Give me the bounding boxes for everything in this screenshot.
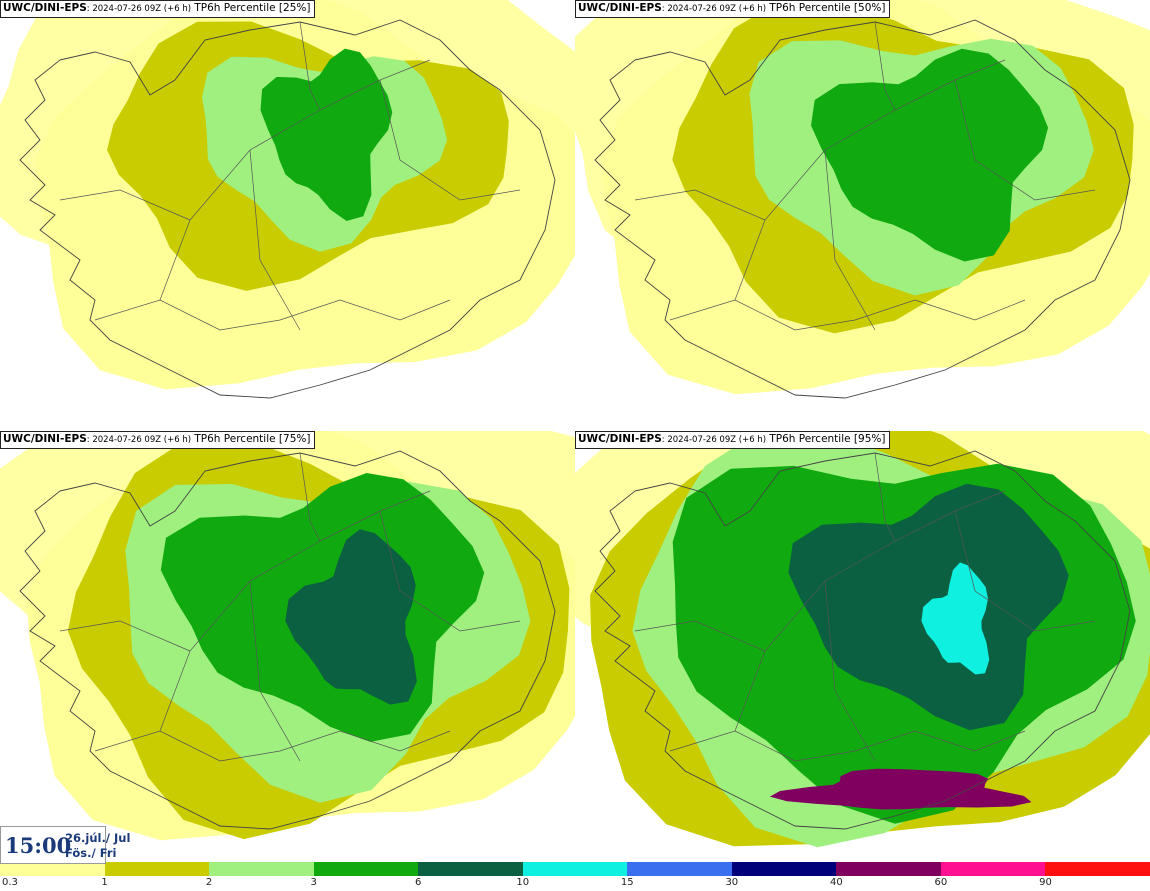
precip-contour [921, 562, 990, 675]
field-name: TP6h Percentile [75%] [191, 433, 311, 445]
road-line [299, 452, 321, 542]
run-info: : 2024-07-26 09Z (+6 h) [86, 435, 192, 445]
valid-date: 26.júl./ Jul [65, 831, 131, 845]
map-panel-p25: UWC/DINI-EPS: 2024-07-26 09Z (+6 h) TP6h… [0, 0, 575, 431]
color-legend-bar [0, 862, 1150, 876]
legend-swatch [209, 862, 314, 876]
valid-time-box: 15:00 26.júl./ Jul Fös./ Fri [0, 826, 130, 864]
legend-swatch [522, 862, 628, 876]
map-panel-p95: UWC/DINI-EPS: 2024-07-26 09Z (+6 h) TP6h… [575, 431, 1150, 862]
model-name: UWC/DINI-EPS [3, 433, 87, 445]
road-line [379, 510, 521, 632]
precip-map-p50 [575, 0, 1150, 399]
legend-swatch [836, 862, 941, 876]
legend-swatch [418, 862, 523, 876]
coastline [594, 19, 1131, 399]
road-line [734, 59, 1006, 301]
legend-swatch [104, 862, 210, 876]
coastline [594, 450, 1131, 830]
precip-contour [769, 768, 1032, 810]
road-line [954, 79, 1096, 201]
model-name: UWC/DINI-EPS [3, 2, 87, 14]
road-line [249, 580, 301, 762]
road-line [954, 510, 1096, 632]
precip-map-p25 [0, 0, 575, 399]
road-line [299, 21, 321, 111]
model-name: UWC/DINI-EPS [578, 2, 662, 14]
legend-swatch [940, 862, 1046, 876]
legend-swatch [1045, 862, 1150, 876]
legend-label: 0.3 [2, 877, 18, 888]
map-panel-p75: UWC/DINI-EPS: 2024-07-26 09Z (+6 h) TP6h… [0, 431, 575, 862]
road-line [159, 59, 431, 301]
legend-label: 10 [516, 877, 530, 888]
legend-label: 30 [725, 877, 739, 888]
color-legend-labels: 0.3 1 2 3 6 10 15 30 40 60 90 [0, 877, 1150, 891]
road-line [634, 620, 766, 652]
road-line [634, 189, 766, 221]
model-name: UWC/DINI-EPS [578, 433, 662, 445]
legend-label: 2 [205, 877, 213, 888]
road-line [59, 620, 191, 652]
legend-label: 15 [620, 877, 634, 888]
legend-swatch [313, 862, 419, 876]
precip-contour [260, 48, 393, 221]
panel-title: UWC/DINI-EPS: 2024-07-26 09Z (+6 h) TP6h… [0, 0, 316, 18]
road-line [249, 149, 301, 331]
road-line [379, 79, 521, 201]
precip-map-p75 [0, 431, 575, 841]
valid-day: Fös./ Fri [65, 846, 117, 860]
legend-label: 1 [101, 877, 108, 888]
field-name: TP6h Percentile [50%] [766, 2, 886, 14]
panel-title: UWC/DINI-EPS: 2024-07-26 09Z (+6 h) TP6h… [575, 0, 891, 18]
legend-label: 60 [934, 877, 948, 888]
panel-title: UWC/DINI-EPS: 2024-07-26 09Z (+6 h) TP6h… [575, 431, 891, 449]
legend-label: 90 [1039, 877, 1052, 888]
run-info: : 2024-07-26 09Z (+6 h) [661, 435, 767, 445]
panel-title: UWC/DINI-EPS: 2024-07-26 09Z (+6 h) TP6h… [0, 431, 316, 449]
road-line [874, 21, 896, 111]
road-line [874, 452, 896, 542]
legend-swatch [0, 862, 105, 876]
precip-map-p95 [575, 431, 1150, 848]
legend-swatch [627, 862, 732, 876]
legend-swatch [731, 862, 837, 876]
field-name: TP6h Percentile [25%] [191, 2, 311, 14]
field-name: TP6h Percentile [95%] [766, 433, 886, 445]
precip-contour [811, 48, 1049, 262]
run-info: : 2024-07-26 09Z (+6 h) [661, 4, 767, 14]
legend-label: 40 [829, 877, 843, 888]
road-line [824, 149, 876, 331]
coastline [19, 19, 556, 399]
road-line [159, 490, 431, 732]
map-panel-p50: UWC/DINI-EPS: 2024-07-26 09Z (+6 h) TP6h… [575, 0, 1150, 431]
run-info: : 2024-07-26 09Z (+6 h) [86, 4, 192, 14]
legend-label: 3 [310, 877, 317, 888]
legend-label: 6 [414, 877, 422, 888]
road-line [59, 189, 191, 221]
road-line [824, 580, 876, 762]
coastline [19, 450, 556, 830]
road-line [734, 490, 1006, 732]
precip-contour [285, 529, 417, 705]
valid-time: 15:00 [5, 833, 72, 858]
